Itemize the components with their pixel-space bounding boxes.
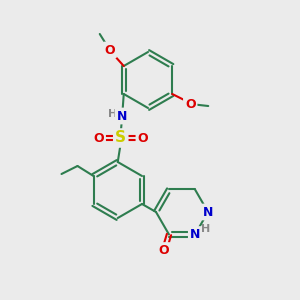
Text: N: N [190,228,200,241]
Text: O: O [93,131,104,145]
Text: S: S [115,130,126,146]
Text: H: H [201,224,211,233]
Text: O: O [185,98,196,110]
Text: O: O [137,131,148,145]
Text: N: N [203,206,213,218]
Text: H: H [108,109,117,119]
Text: O: O [104,44,115,56]
Text: N: N [117,110,127,122]
Text: O: O [159,244,169,257]
